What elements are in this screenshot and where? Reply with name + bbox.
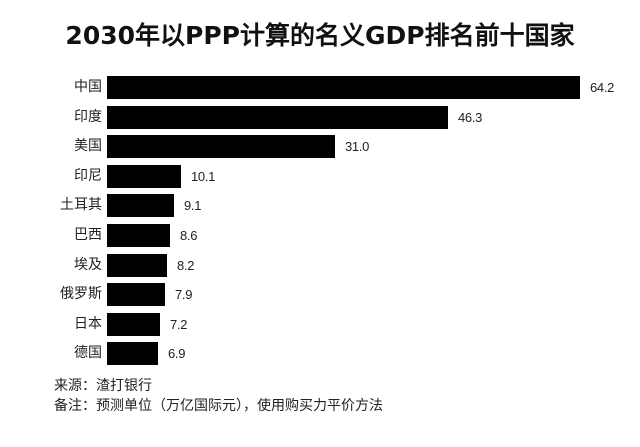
category-label: 美国 <box>74 138 102 155</box>
category-label: 土耳其 <box>60 197 102 214</box>
chart-footer: 来源：渣打银行 备注：预测单位（万亿国际元），使用购买力平价方法 <box>54 376 383 416</box>
category-label: 埃及 <box>74 256 102 273</box>
category-label: 巴西 <box>74 227 102 243</box>
bar <box>107 342 158 366</box>
bar-row: 中国 64.2 <box>0 76 640 99</box>
category-label: 德国 <box>74 345 102 362</box>
bar-row: 俄罗斯 7.9 <box>0 283 640 307</box>
bar <box>107 253 167 277</box>
bar-row: 印度 46.3 <box>0 105 640 129</box>
source-note: 来源：渣打银行 <box>54 378 152 394</box>
value-label: 7.2 <box>170 316 188 332</box>
bar <box>107 76 580 99</box>
category-label: 印尼 <box>74 167 102 184</box>
value-label: 8.2 <box>177 257 195 273</box>
value-label: 9.1 <box>184 198 202 214</box>
bar <box>107 194 174 218</box>
bar-row: 巴西 8.6 <box>0 224 640 247</box>
value-label: 8.6 <box>180 228 198 243</box>
value-label: 10.1 <box>191 168 216 184</box>
bar <box>107 105 448 129</box>
value-label: 46.3 <box>458 109 483 125</box>
category-label: 印度 <box>74 108 102 125</box>
value-label: 6.9 <box>168 346 186 362</box>
remark-note: 备注：预测单位（万亿国际元），使用购买力平价方法 <box>54 398 383 414</box>
bar <box>107 164 181 188</box>
value-label: 31.0 <box>345 139 370 155</box>
category-label: 俄罗斯 <box>60 286 102 303</box>
bar-row: 埃及 8.2 <box>0 253 640 277</box>
bar <box>107 224 170 247</box>
category-label: 日本 <box>74 315 102 332</box>
bar-row: 印尼 10.1 <box>0 164 640 188</box>
category-label: 中国 <box>74 79 102 95</box>
value-label: 64.2 <box>590 80 615 95</box>
bar-row: 日本 7.2 <box>0 312 640 336</box>
value-label: 7.9 <box>175 287 193 303</box>
bar-row: 德国 6.9 <box>0 342 640 366</box>
bar <box>107 312 160 336</box>
bar-row: 土耳其 9.1 <box>0 194 640 218</box>
bar-row: 美国 31.0 <box>0 135 640 159</box>
bar-chart: 中国 64.2 印度 46.3 美国 31.0 印尼 10.1 土耳其 9.1 巴西 8.6 埃及 8.2… <box>0 76 640 372</box>
chart-title: 2030年以PPP计算的名义GDP排名前十国家 <box>65 21 575 50</box>
bar <box>107 283 165 307</box>
bar <box>107 135 335 159</box>
